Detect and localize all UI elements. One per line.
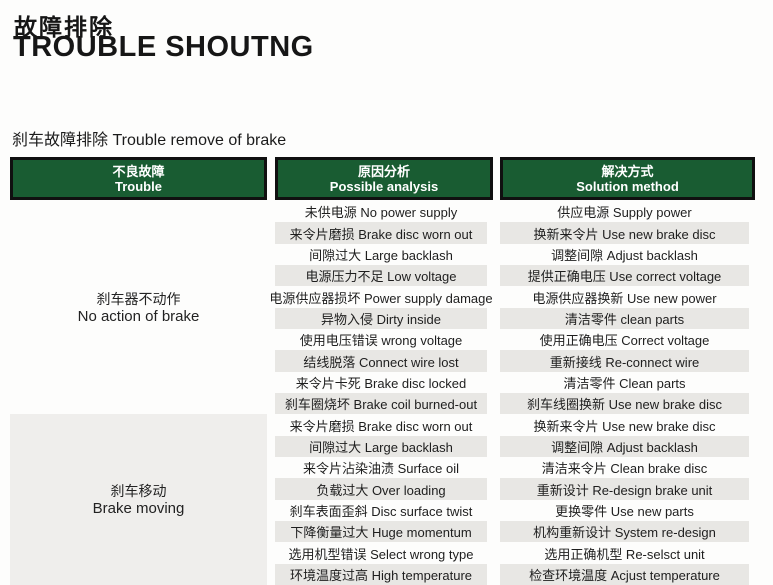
solution-cell: 重新接线 Re-connect wire <box>500 350 749 372</box>
column-header-trouble: 不良故障 Trouble <box>10 157 267 200</box>
trouble-cell-no-action-zh: 刹车器不动作 <box>96 290 181 307</box>
analysis-cell: 刹车圈烧坏 Brake coil burned-out <box>275 392 487 415</box>
solution-cell: 更换零件 Use new parts <box>555 503 694 519</box>
trouble-cell-no-action: 刹车器不动作 No action of brake <box>10 201 267 414</box>
solution-cell: 换新来令片 Use new brake disc <box>500 222 749 244</box>
solution-cell: 供应电源 Supply power <box>557 205 692 221</box>
analysis-cell: 来令片卡死 Brake disc locked <box>295 375 467 391</box>
analysis-cell: 未供电源 No power supply <box>304 205 458 221</box>
solution-cell: 清洁来令片 Clean brake disc <box>541 461 708 477</box>
analysis-cell: 下降衡量过大 Huge momentum <box>275 520 487 543</box>
analysis-cell: 来令片磨损 Brake disc worn out <box>289 418 473 434</box>
solution-cell: 检查环境温度 Acjust temperature <box>500 563 749 585</box>
column-header-trouble-en: Trouble <box>115 178 162 194</box>
column-header-analysis: 原因分析 Possible analysis <box>275 157 493 200</box>
analysis-cell: 来令片磨损 Brake disc worn out <box>275 222 487 244</box>
analysis-cell: 间隙过大 Large backlash <box>309 247 453 263</box>
solution-cell: 机构重新设计 System re-design <box>500 520 749 543</box>
trouble-cell-brake-moving-zh: 刹车移动 <box>110 482 167 499</box>
analysis-cell: 异物入侵 Dirty inside <box>275 307 487 330</box>
solution-cell: 使用正确电压 Correct voltage <box>539 333 710 349</box>
column-header-analysis-zh: 原因分析 <box>357 163 410 179</box>
analysis-cell: 负载过大 Over loading <box>275 478 487 500</box>
section-subtitle: 刹车故障排除 Trouble remove of brake <box>12 132 287 149</box>
column-header-solution-en: Solution method <box>576 178 679 194</box>
analysis-cell: 刹车表面歪斜 Disc surface twist <box>289 503 473 519</box>
trouble-cell-no-action-en: No action of brake <box>77 307 200 325</box>
analysis-cell: 环境温度过高 High temperature <box>275 563 487 585</box>
solution-cell: 清洁零件 Clean parts <box>563 375 686 391</box>
column-header-solution-zh: 解决方式 <box>601 163 654 179</box>
analysis-cell: 电源压力不足 Low voltage <box>275 264 487 287</box>
analysis-cell: 间隙过大 Large backlash <box>275 435 487 458</box>
solution-cell: 电源供应器换新 Use new power <box>532 290 717 306</box>
solution-cell: 提供正确电压 Use correct voltage <box>500 264 749 287</box>
page-title-zh: 故障排除 <box>14 14 114 40</box>
analysis-cell: 结线脱落 Connect wire lost <box>275 350 487 372</box>
column-header-solution: 解决方式 Solution method <box>500 157 755 200</box>
solution-cell: 重新设计 Re-design brake unit <box>500 478 749 500</box>
column-header-analysis-en: Possible analysis <box>329 178 439 194</box>
trouble-cell-brake-moving: 刹车移动 Brake moving <box>10 414 267 585</box>
solution-cell: 清洁零件 clean parts <box>500 307 749 330</box>
solution-cell: 选用正确机型 Re-selsct unit <box>544 546 705 562</box>
analysis-cell: 来令片沾染油渍 Surface oil <box>302 461 460 477</box>
analysis-cell: 使用电压错误 wrong voltage <box>299 333 463 349</box>
solution-cell: 换新来令片 Use new brake disc <box>533 418 716 434</box>
solution-cell: 调整间隙 Adjust backlash <box>500 435 749 458</box>
trouble-cell-brake-moving-en: Brake moving <box>92 499 185 517</box>
solution-cell: 调整间隙 Adjust backlash <box>551 247 698 263</box>
analysis-cell: 选用机型错误 Select wrong type <box>288 546 474 562</box>
page-title-en: TROUBLE SHOUTNG <box>13 31 314 63</box>
column-header-trouble-zh: 不良故障 <box>112 163 165 179</box>
solution-cell: 刹车线圈换新 Use new brake disc <box>500 392 749 415</box>
analysis-cell: 电源供应器损坏 Power supply damage <box>269 290 493 306</box>
